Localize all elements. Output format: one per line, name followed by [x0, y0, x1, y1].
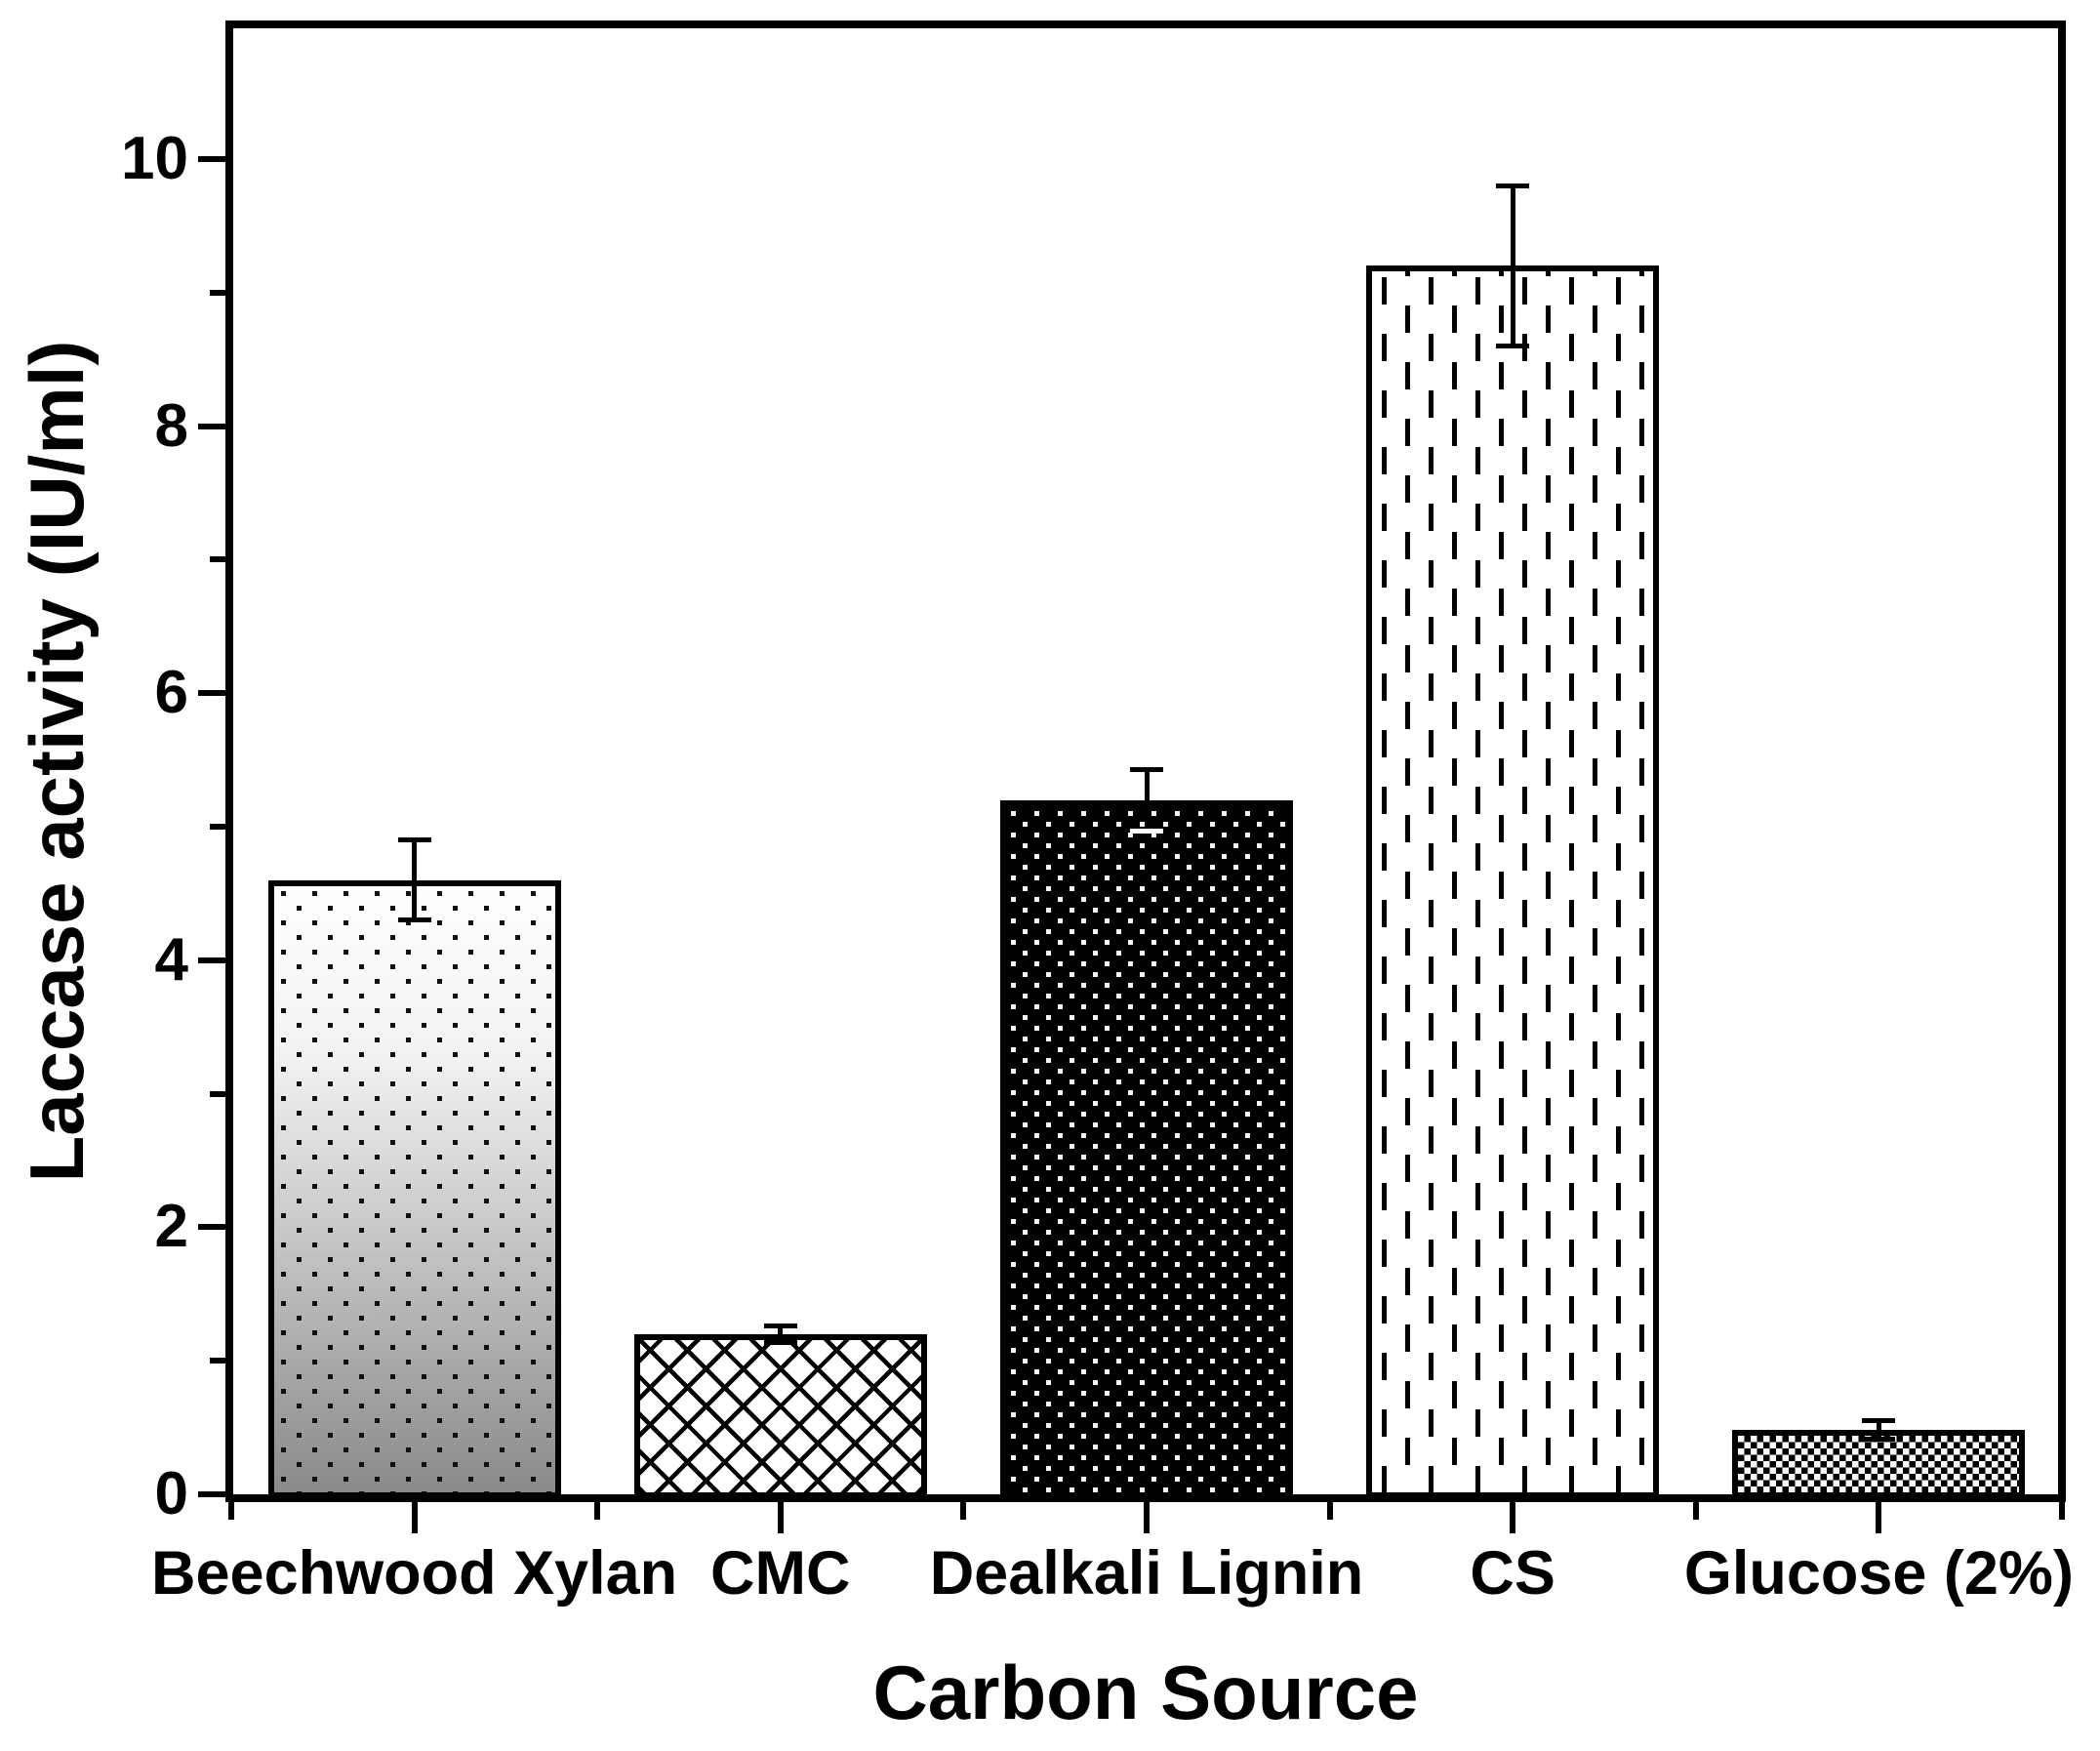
y-axis-minor-tick — [210, 824, 227, 830]
y-axis-major-tick — [198, 423, 227, 429]
error-bar-cmc — [778, 1325, 784, 1343]
error-bar-top-cap-glucose-2 — [1862, 1418, 1896, 1424]
error-bar-top-cap-beechwood-xylan — [397, 837, 431, 843]
x-category-label-glucose-2: Glucose (2%) — [1683, 1539, 2074, 1608]
x-axis-minor-tick — [228, 1502, 234, 1520]
y-axis-tick-label: 6 — [154, 659, 188, 727]
error-bar-top-cap-dealkali-lignin — [1130, 766, 1163, 772]
error-bar-bottom-cap-cs — [1496, 344, 1530, 349]
x-category-label-cmc: CMC — [710, 1539, 851, 1608]
error-bar-bottom-cap-beechwood-xylan — [397, 917, 431, 923]
y-axis-major-tick — [198, 957, 227, 963]
y-axis-minor-tick — [210, 289, 227, 296]
error-bar-top-cap-cmc — [763, 1323, 797, 1329]
x-category-label-beechwood-xylan: Beechwood Xylan — [151, 1539, 678, 1608]
y-axis-major-tick — [198, 1224, 227, 1231]
y-axis-minor-tick — [210, 1358, 227, 1364]
y-axis-tick-label: 4 — [154, 925, 188, 994]
x-axis-major-tick — [777, 1502, 784, 1533]
y-axis-minor-tick — [210, 1090, 227, 1097]
y-axis-major-tick — [198, 690, 227, 697]
y-axis-tick-label: 2 — [154, 1193, 188, 1261]
y-axis-tick-label: 8 — [154, 391, 188, 460]
x-axis-title: Carbon Source — [872, 1649, 1419, 1735]
x-axis-major-tick — [1510, 1502, 1516, 1533]
x-axis-minor-tick — [594, 1502, 601, 1520]
error-bar-bottom-cap-dealkali-lignin — [1130, 828, 1163, 834]
error-bar-glucose-2 — [1876, 1420, 1881, 1440]
y-axis-major-tick — [198, 1491, 227, 1497]
y-axis-tick-label: 0 — [154, 1460, 188, 1527]
error-bar-dealkali-lignin — [1144, 769, 1150, 832]
error-bar-beechwood-xylan — [412, 839, 418, 920]
y-axis-minor-tick — [210, 556, 227, 563]
bar-cmc — [633, 1333, 927, 1498]
error-bar-bottom-cap-cmc — [763, 1339, 797, 1345]
x-axis-major-tick — [1876, 1502, 1882, 1533]
y-axis-tick-label: 10 — [121, 125, 188, 192]
error-bar-bottom-cap-glucose-2 — [1862, 1437, 1896, 1443]
error-bar-cs — [1510, 185, 1515, 346]
bar-dealkali-lignin — [1000, 799, 1293, 1498]
x-axis-major-tick — [1144, 1502, 1150, 1533]
x-axis-minor-tick — [1326, 1502, 1333, 1520]
x-axis-major-tick — [411, 1502, 418, 1533]
x-category-label-dealkali-lignin: Dealkali Lignin — [929, 1539, 1364, 1608]
x-axis-minor-tick — [1692, 1502, 1699, 1520]
x-category-label-cs: CS — [1470, 1539, 1555, 1608]
bar-cs — [1366, 265, 1660, 1498]
y-axis-title: Laccase activity (IU/ml) — [14, 340, 100, 1183]
bar-beechwood-xylan — [267, 879, 561, 1498]
error-bar-top-cap-cs — [1496, 183, 1530, 188]
x-axis-minor-tick — [960, 1502, 967, 1520]
x-axis-minor-tick — [2059, 1502, 2065, 1520]
y-axis-major-tick — [198, 156, 227, 162]
